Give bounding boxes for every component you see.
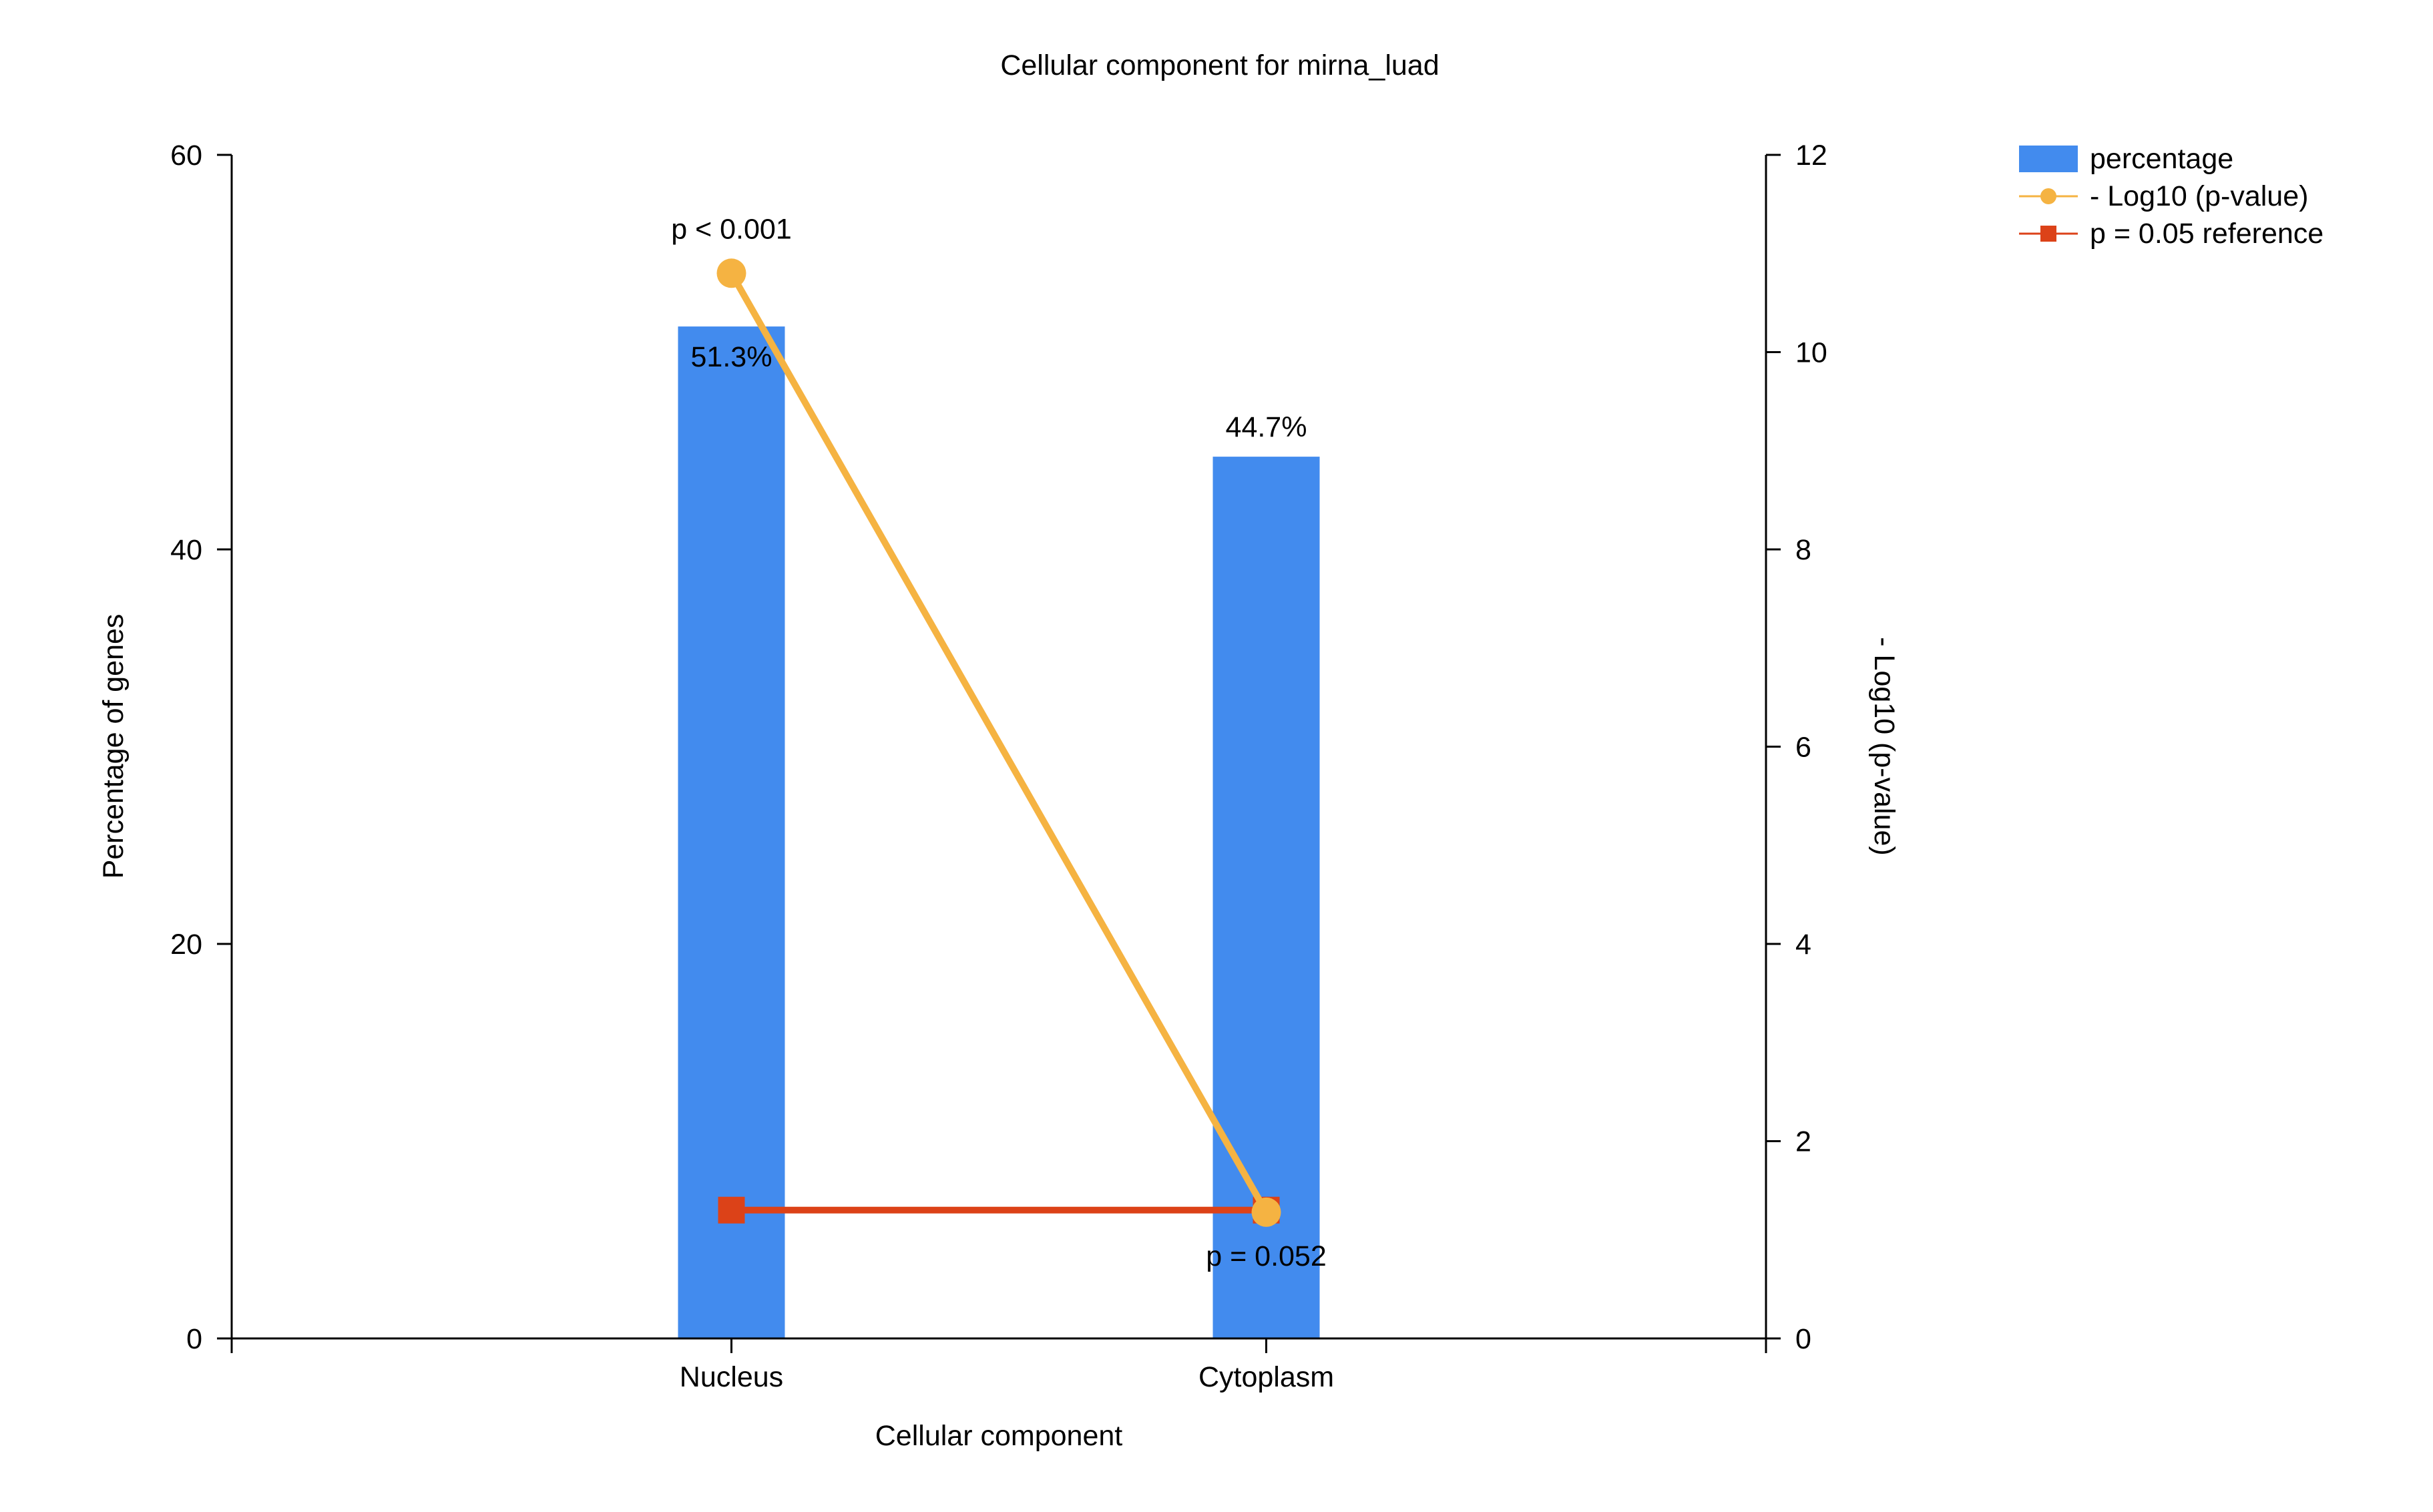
- right-y-tick-label: 10: [1795, 337, 1827, 369]
- bar-value-label-cytoplasm: 44.7%: [1226, 411, 1307, 443]
- legend-label-log10: - Log10 (p-value): [2090, 180, 2308, 212]
- labels-layer: 51.3% 44.7% p < 0.001 p = 0.052: [671, 213, 1327, 1272]
- axes-layer: [230, 155, 1767, 1353]
- reference-marker-nucleus: [718, 1196, 745, 1224]
- pvalue-label-nucleus: p < 0.001: [671, 213, 792, 245]
- bars-layer: [678, 326, 1320, 1339]
- right-y-tick-label: 4: [1795, 929, 1811, 961]
- right-y-tick-label: 12: [1795, 140, 1827, 172]
- right-y-tick-label: 0: [1795, 1323, 1811, 1355]
- x-axis-title: Cellular component: [875, 1420, 1123, 1452]
- log10-marker-cytoplasm: [1251, 1197, 1281, 1227]
- log10-line: [728, 271, 1269, 1214]
- ticks-layer: 0 20 40 60 0 2 4 6 8 10 12 Nucleus Cytoplasm: [170, 140, 1827, 1393]
- legend: percentage - Log10 (p-value) p = 0.05 re…: [2019, 143, 2324, 250]
- lines-layer: [716, 258, 1281, 1227]
- left-y-tick-label: 40: [170, 534, 202, 566]
- left-y-tick-label: 20: [170, 929, 202, 961]
- left-y-tick-label: 60: [170, 140, 202, 172]
- x-tick-label-nucleus: Nucleus: [680, 1361, 783, 1393]
- right-y-tick-label: 2: [1795, 1126, 1811, 1158]
- chart-title: Cellular component for mirna_luad: [1000, 49, 1439, 81]
- right-y-tick-label: 6: [1795, 732, 1811, 764]
- bar-cytoplasm: [1212, 457, 1320, 1338]
- left-y-axis-title: Percentage of genes: [97, 614, 130, 879]
- legend-marker-log10: [2040, 188, 2056, 204]
- right-y-axis-title: - Log10 (p-value): [1868, 637, 1900, 855]
- legend-label-percentage: percentage: [2090, 143, 2233, 175]
- left-y-tick-label: 0: [186, 1323, 202, 1355]
- bar-value-label-nucleus: 51.3%: [691, 341, 772, 373]
- log10-marker-nucleus: [716, 258, 746, 288]
- legend-label-reference: p = 0.05 reference: [2090, 218, 2324, 250]
- legend-swatch-percentage: [2019, 146, 2078, 172]
- legend-marker-reference: [2040, 226, 2056, 242]
- bar-nucleus: [678, 326, 785, 1339]
- pvalue-label-cytoplasm: p = 0.052: [1206, 1240, 1327, 1272]
- right-y-tick-label: 8: [1795, 534, 1811, 566]
- x-tick-label-cytoplasm: Cytoplasm: [1198, 1361, 1334, 1393]
